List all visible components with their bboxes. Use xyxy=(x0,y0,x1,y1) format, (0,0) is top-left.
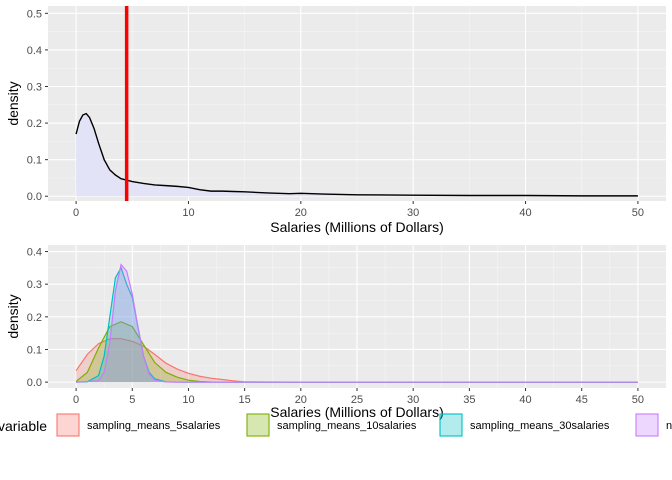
y-axis-ticks: 0.0 0.1 0.2 0.3 0.4 0.5 xyxy=(27,8,48,203)
density-area xyxy=(75,6,638,201)
y-tick-label: 0.5 xyxy=(27,8,42,20)
x-tick-label: 25 xyxy=(351,394,363,406)
x-axis-title: Salaries (Millions of Dollars) xyxy=(270,219,444,235)
y-tick-label: 0.0 xyxy=(27,191,42,203)
legend-key-sampling-means-30salaries xyxy=(439,413,463,437)
legend-key-sampling-means-5salaries xyxy=(56,413,80,437)
x-tick-label: 50 xyxy=(632,394,644,406)
y-axis-ticks: 0.0 0.1 0.2 0.3 0.4 xyxy=(27,247,48,389)
density-line xyxy=(75,112,638,197)
x-tick-label: 0 xyxy=(73,207,79,219)
x-axis-ticks: 0 10 20 30 40 50 xyxy=(73,201,644,219)
x-tick-label: 45 xyxy=(576,394,588,406)
legend-key-n xyxy=(635,413,659,437)
series-area-n xyxy=(76,264,638,383)
series-line-n xyxy=(76,263,638,383)
x-tick-label: 40 xyxy=(519,207,531,219)
legend: variable sampling_means_5salaries samplin… xyxy=(0,413,672,437)
density-fill xyxy=(76,113,638,197)
density-areas xyxy=(75,263,638,383)
y-tick-label: 0.2 xyxy=(27,118,42,130)
legend-label-n: n xyxy=(666,420,672,432)
y-tick-label: 0.4 xyxy=(27,247,42,259)
x-tick-label: 40 xyxy=(519,394,531,406)
legend-label-sampling-means-10salaries: sampling_means_10salaries xyxy=(277,420,417,432)
chart-sampling-means-density: 0.0 0.1 0.2 0.3 0.4 0 5 10 15 20 25 30 35 40 45 50 Sal… xyxy=(5,245,666,420)
x-tick-label: 10 xyxy=(182,207,194,219)
y-tick-label: 0.1 xyxy=(27,344,42,356)
x-tick-label: 20 xyxy=(295,394,307,406)
y-tick-label: 0.4 xyxy=(27,45,42,57)
legend-label-sampling-means-30salaries: sampling_means_30salaries xyxy=(470,420,610,432)
x-axis-title: Salaries (Millions of Dollars) xyxy=(270,404,444,420)
x-tick-label: 5 xyxy=(129,394,135,406)
y-axis-title: density xyxy=(5,294,21,338)
legend-title: variable xyxy=(0,418,47,434)
x-tick-label: 20 xyxy=(295,207,307,219)
y-tick-label: 0.1 xyxy=(27,155,42,167)
y-tick-label: 0.2 xyxy=(27,312,42,324)
x-tick-label: 30 xyxy=(407,394,419,406)
x-tick-label: 30 xyxy=(407,207,419,219)
x-tick-label: 15 xyxy=(239,394,251,406)
y-axis-title: density xyxy=(5,81,21,125)
chart-salary-density: 0.0 0.1 0.2 0.3 0.4 0.5 0 10 20 30 40 50 Salaries … xyxy=(5,6,666,235)
y-tick-label: 0.3 xyxy=(27,279,42,291)
x-tick-label: 50 xyxy=(632,207,644,219)
x-axis-ticks: 0 5 10 15 20 25 30 35 40 45 50 xyxy=(73,388,644,406)
y-tick-label: 0.0 xyxy=(27,377,42,389)
series-area-sampling-means-5salaries xyxy=(76,338,638,383)
legend-key-sampling-means-10salaries xyxy=(246,413,270,437)
x-tick-label: 35 xyxy=(463,394,475,406)
legend-label-sampling-means-5salaries: sampling_means_5salaries xyxy=(87,420,221,432)
series-area-sampling-means-30salaries xyxy=(76,267,638,383)
x-tick-label: 10 xyxy=(182,394,194,406)
series-area-sampling-means-10salaries xyxy=(76,321,638,383)
y-tick-label: 0.3 xyxy=(27,81,42,93)
x-tick-label: 0 xyxy=(73,394,79,406)
